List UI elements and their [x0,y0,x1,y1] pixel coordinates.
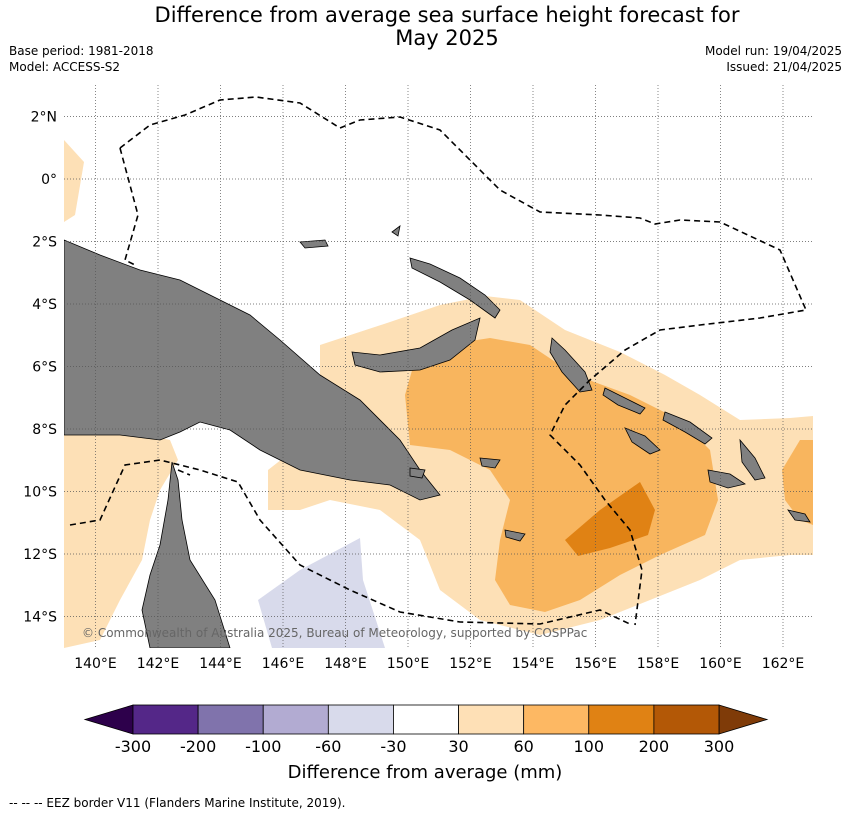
title-line-1: Difference from average sea surface heig… [154,3,740,27]
longitude-label: 158°E [637,656,680,672]
land-new-britain [351,317,481,373]
latitude-label: 4°S [32,297,57,313]
map-area: © Commonwealth of Australia 2025, Bureau… [64,85,813,648]
land-louisiade-4 [391,225,401,237]
base-period: Base period: 1981-2018 [9,44,154,58]
colorbar-tick-label: -300 [115,737,151,756]
colorbar-tick-label: 200 [639,737,670,756]
longitude-label: 156°E [574,656,617,672]
land-bougainville [549,337,593,393]
latitude-label: 2°S [32,235,57,251]
latitude-labels: 2°N 0° 2°S 4°S 6°S 8°S 10°S 12°S 14°S [23,110,57,626]
longitude-label: 152°E [449,656,492,672]
colorbar-tick-label: 300 [704,737,735,756]
anomaly-region-30-60-left [64,420,178,648]
latitude-label: 8°S [32,422,57,438]
land-solomon-3 [624,427,661,455]
longitude-label: 148°E [324,656,367,672]
colorbar-tick-label: -100 [245,737,281,756]
latitude-label: 0° [41,172,57,188]
meta-left: Base period: 1981-2018 Model: ACCESS-S2 [9,43,154,75]
colorbar-swatch [132,704,199,735]
issued-date: Issued: 21/04/2025 [726,60,842,74]
colorbar-under-arrow [83,704,134,735]
colorbar-swatch [588,704,655,735]
longitude-label: 150°E [387,656,430,672]
land-solomon-1 [602,387,646,415]
colorbar-tick-label: -60 [315,737,341,756]
title-line-2: May 2025 [395,26,499,50]
colorbar-swatch [523,704,590,735]
longitude-label: 162°E [762,656,805,672]
eez-footnote: -- -- -- EEZ border V11 (Flanders Marine… [9,796,346,810]
land-new-ireland [409,257,501,319]
colorbar-tick-label: 30 [448,737,468,756]
longitude-label: 146°E [262,656,305,672]
latitude-label: 12°S [23,547,57,563]
model-name: Model: ACCESS-S2 [9,60,121,74]
land-cape-york [141,461,231,648]
latitude-label: 10°S [23,485,57,501]
anomaly-region-30-60-northwest [64,140,84,222]
land-solomon-2 [662,411,713,445]
longitude-labels: 140°E 142°E 144°E 146°E 148°E 150°E 152°E 154°E… [74,656,804,672]
colorbar: -300 -200 -100 -60 -30 30 60 100 200 300 [83,704,769,756]
graticule [64,85,813,648]
colorbar-tick-label: 100 [574,737,605,756]
longitude-label: 160°E [699,656,742,672]
land-solomon-4 [739,438,766,481]
longitude-label: 154°E [512,656,555,672]
model-run: Model run: 19/04/2025 [704,44,842,58]
anomaly-region-negative [258,538,385,648]
chart-title: Difference from average sea surface heig… [0,4,850,50]
colorbar-over-arrow [718,704,769,735]
colorbar-tick-label: 60 [513,737,533,756]
land-island-east [787,509,811,523]
eez-png-border [119,96,808,626]
copyright-notice: © Commonwealth of Australia 2025, Bureau… [82,626,587,640]
longitude-label: 140°E [74,656,117,672]
land-louisiade-2 [504,529,526,542]
latitude-label: 6°S [32,360,57,376]
eez-borders [69,96,808,626]
colorbar-swatch [197,704,264,735]
anomaly-region-60-100-east [782,440,813,525]
land-manus [299,239,329,249]
eez-aus-png-border [69,459,633,626]
meta-right: Model run: 19/04/2025 Issued: 21/04/2025 [705,43,842,75]
latitude-label: 14°S [23,610,57,626]
colorbar-tick-label: -30 [380,737,406,756]
colorbar-swatch [653,704,720,735]
land-solomon-5 [707,469,746,489]
longitude-label: 144°E [199,656,242,672]
colorbar-label: Difference from average (mm) [288,762,563,783]
land-louisiade-3 [409,467,426,479]
longitude-label: 142°E [137,656,180,672]
colorbar-swatch [393,704,459,735]
land-louisiade-1 [479,457,501,469]
colorbar-swatch [458,704,525,735]
colorbar-swatch [327,704,394,735]
colorbar-swatch [262,704,329,735]
eez-cape-border [177,469,191,476]
colorbar-tick-label: -200 [180,737,216,756]
latitude-label: 2°N [31,110,57,126]
eez-png-west-border [119,147,139,266]
